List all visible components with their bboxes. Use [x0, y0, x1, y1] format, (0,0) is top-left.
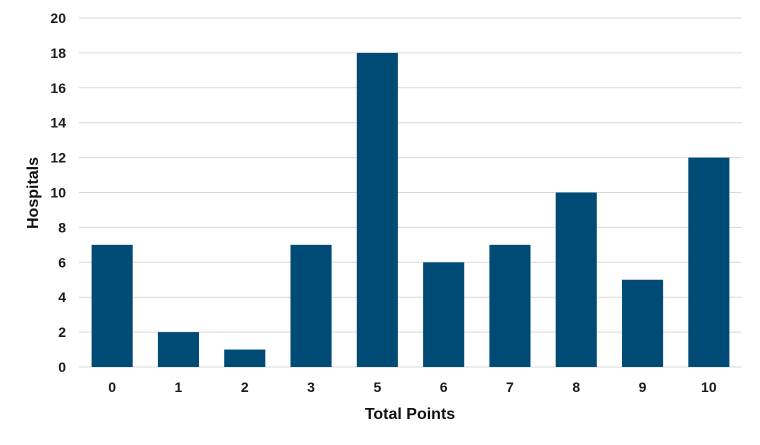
- y-tick-label: 14: [50, 115, 66, 131]
- y-tick-label: 18: [50, 45, 66, 61]
- bar-10: [688, 157, 730, 367]
- bar-1: [157, 332, 200, 367]
- y-tick-label: 2: [58, 324, 66, 340]
- bar-7: [489, 244, 531, 367]
- bars: [91, 52, 730, 368]
- bar-9: [621, 279, 664, 367]
- y-tick-label: 6: [58, 254, 66, 270]
- y-axis-title: Hospitals: [25, 157, 42, 229]
- bar-6: [423, 262, 465, 367]
- x-tick-label: 0: [108, 379, 116, 395]
- x-tick-label: 6: [440, 379, 448, 395]
- bar-5: [356, 52, 398, 368]
- x-tick-label: 1: [175, 379, 183, 395]
- bar-8: [555, 192, 597, 367]
- bar-3: [290, 244, 332, 367]
- x-tick-label: 3: [307, 379, 315, 395]
- y-tick-label: 10: [50, 185, 66, 201]
- x-tick-label: 9: [639, 379, 647, 395]
- y-tick-label: 4: [58, 289, 66, 305]
- y-axis-ticks: 0 2 4 6 8 10 12 14 16 18 20: [50, 10, 66, 375]
- x-tick-label: 8: [572, 379, 580, 395]
- bar-0: [91, 244, 133, 367]
- y-tick-label: 0: [58, 359, 66, 375]
- x-tick-label: 2: [241, 379, 249, 395]
- x-axis-title: Total Points: [365, 406, 455, 423]
- y-tick-label: 12: [50, 150, 66, 166]
- x-tick-label: 5: [373, 379, 381, 395]
- y-tick-label: 16: [50, 80, 66, 96]
- x-axis-ticks: 0 1 2 3 5 6 7 8 9 10: [108, 379, 717, 395]
- y-tick-label: 8: [58, 219, 66, 235]
- y-tick-label: 20: [50, 10, 66, 26]
- x-tick-label: 10: [701, 379, 717, 395]
- x-tick-label: 7: [506, 379, 514, 395]
- bar-2: [224, 349, 266, 367]
